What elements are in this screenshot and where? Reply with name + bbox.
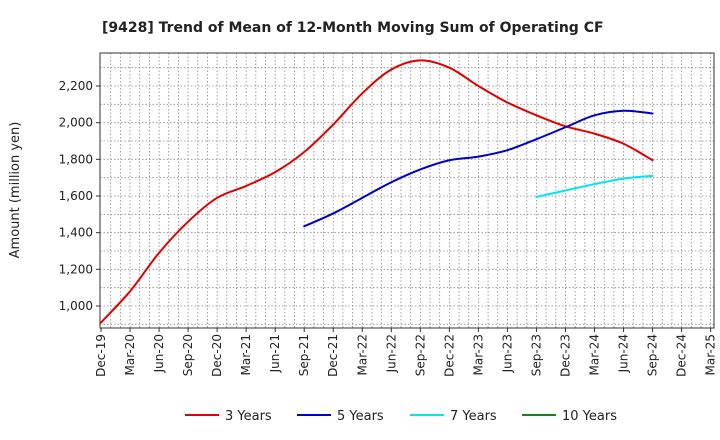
legend-label-5-years: 5 Years bbox=[337, 409, 384, 424]
x-axis-ticks: Dec-19 Mar-20 Jun-20 Sep-20 Dec-20 Mar-21 Jun-… bbox=[94, 328, 718, 377]
x-tick-label: Sep-23 bbox=[529, 334, 543, 376]
x-tick-label: Dec-22 bbox=[442, 334, 456, 377]
y-tick-label: 1,200 bbox=[59, 262, 93, 276]
y-tick-label: 1,000 bbox=[59, 299, 93, 313]
x-tick-label: Mar-21 bbox=[239, 334, 253, 375]
x-tick-label: Jun-23 bbox=[500, 334, 514, 373]
legend: 3 Years 5 Years 7 Years 10 Years bbox=[185, 409, 617, 424]
series-line-7-years bbox=[535, 174, 654, 198]
x-tick-label: Dec-20 bbox=[210, 334, 224, 377]
plot-border bbox=[99, 52, 715, 329]
y-tick-label: 1,800 bbox=[59, 152, 93, 166]
y-axis-label: Amount (million yen) bbox=[8, 122, 23, 259]
series-line-3-years bbox=[100, 59, 654, 324]
y-tick-label: 1,600 bbox=[59, 189, 93, 203]
x-tick-label: Mar-22 bbox=[355, 334, 369, 375]
grid-lines bbox=[100, 53, 714, 328]
legend-label-7-years: 7 Years bbox=[450, 409, 497, 424]
legend-label-10-years: 10 Years bbox=[562, 409, 617, 424]
x-tick-label: Mar-23 bbox=[471, 334, 485, 375]
x-tick-label: Dec-21 bbox=[326, 334, 340, 377]
x-tick-label: Mar-25 bbox=[704, 334, 718, 375]
x-tick-label: Dec-24 bbox=[675, 334, 689, 377]
y-axis-ticks: 1,000 1,200 1,400 1,600 1,800 2,000 2,200 bbox=[59, 79, 100, 313]
x-tick-label: Sep-22 bbox=[413, 334, 427, 376]
chart-title: [9428] Trend of Mean of 12-Month Moving … bbox=[102, 20, 604, 36]
x-tick-label: Sep-20 bbox=[181, 334, 195, 376]
series-lines bbox=[100, 59, 654, 324]
x-tick-label: Sep-21 bbox=[297, 334, 311, 376]
y-tick-label: 1,400 bbox=[59, 226, 93, 240]
x-tick-label: Jun-20 bbox=[152, 334, 166, 373]
x-tick-label: Dec-19 bbox=[94, 334, 108, 377]
plot-area bbox=[100, 53, 714, 328]
y-tick-label: 2,000 bbox=[59, 116, 93, 130]
x-tick-label: Mar-24 bbox=[588, 334, 602, 375]
legend-label-3-years: 3 Years bbox=[225, 409, 272, 424]
x-tick-label: Jun-21 bbox=[268, 334, 282, 373]
x-tick-label: Sep-24 bbox=[646, 334, 660, 376]
x-tick-label: Mar-20 bbox=[123, 334, 137, 375]
x-tick-label: Dec-23 bbox=[558, 334, 572, 377]
series-line-5-years bbox=[303, 109, 654, 228]
x-tick-label: Jun-24 bbox=[617, 334, 631, 373]
y-tick-label: 2,200 bbox=[59, 79, 93, 93]
x-tick-label: Jun-22 bbox=[384, 334, 398, 373]
